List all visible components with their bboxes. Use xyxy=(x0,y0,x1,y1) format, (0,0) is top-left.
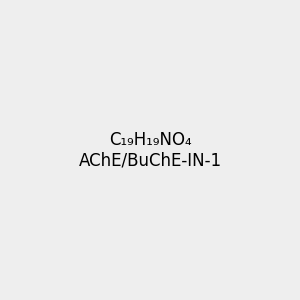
Text: C₁₉H₁₉NO₄
AChE/BuChE-IN-1: C₁₉H₁₉NO₄ AChE/BuChE-IN-1 xyxy=(78,130,222,170)
